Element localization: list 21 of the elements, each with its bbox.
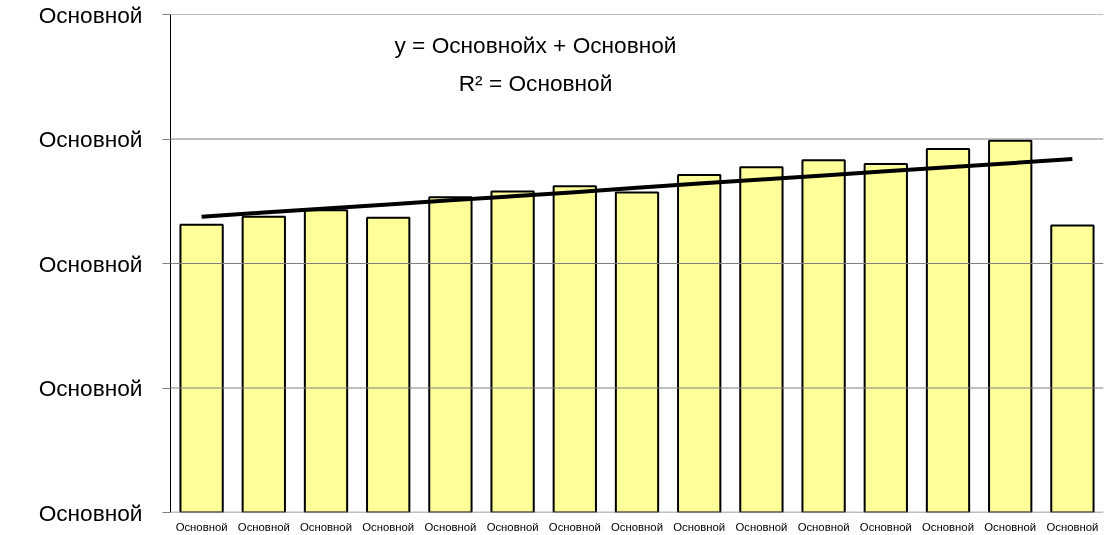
text: y = Основнойx + Основной — [394, 31, 677, 58]
x-tick-label: Основной — [237, 520, 290, 533]
x-tick-label: Основной — [175, 520, 228, 533]
text: R² = Основной — [458, 69, 613, 96]
x-tick-label: Основной — [424, 520, 477, 533]
x-tick-label: Основной — [1046, 520, 1099, 533]
ref-line-label: Основной — [38, 1, 143, 28]
x-tick-label: Основной — [300, 520, 352, 533]
ref-line-label: Основной — [38, 250, 143, 277]
ref-line-label: Основной — [38, 126, 143, 152]
x-tick-label: Основной — [611, 520, 663, 533]
x-tick-label: Основной — [362, 520, 415, 533]
x-tick-label: Основной — [548, 520, 601, 533]
x-tick-label: Основной — [859, 520, 912, 533]
x-tick-label: Основной — [922, 520, 974, 533]
x-tick-label: Основной — [797, 520, 850, 533]
x-tick-label: Основной — [486, 520, 539, 533]
x-tick-label: Основной — [735, 520, 788, 533]
x-tick-label: Основной — [984, 520, 1037, 533]
ref-line-label: Основной — [38, 375, 143, 401]
x-tick-label: Основной — [673, 520, 726, 533]
